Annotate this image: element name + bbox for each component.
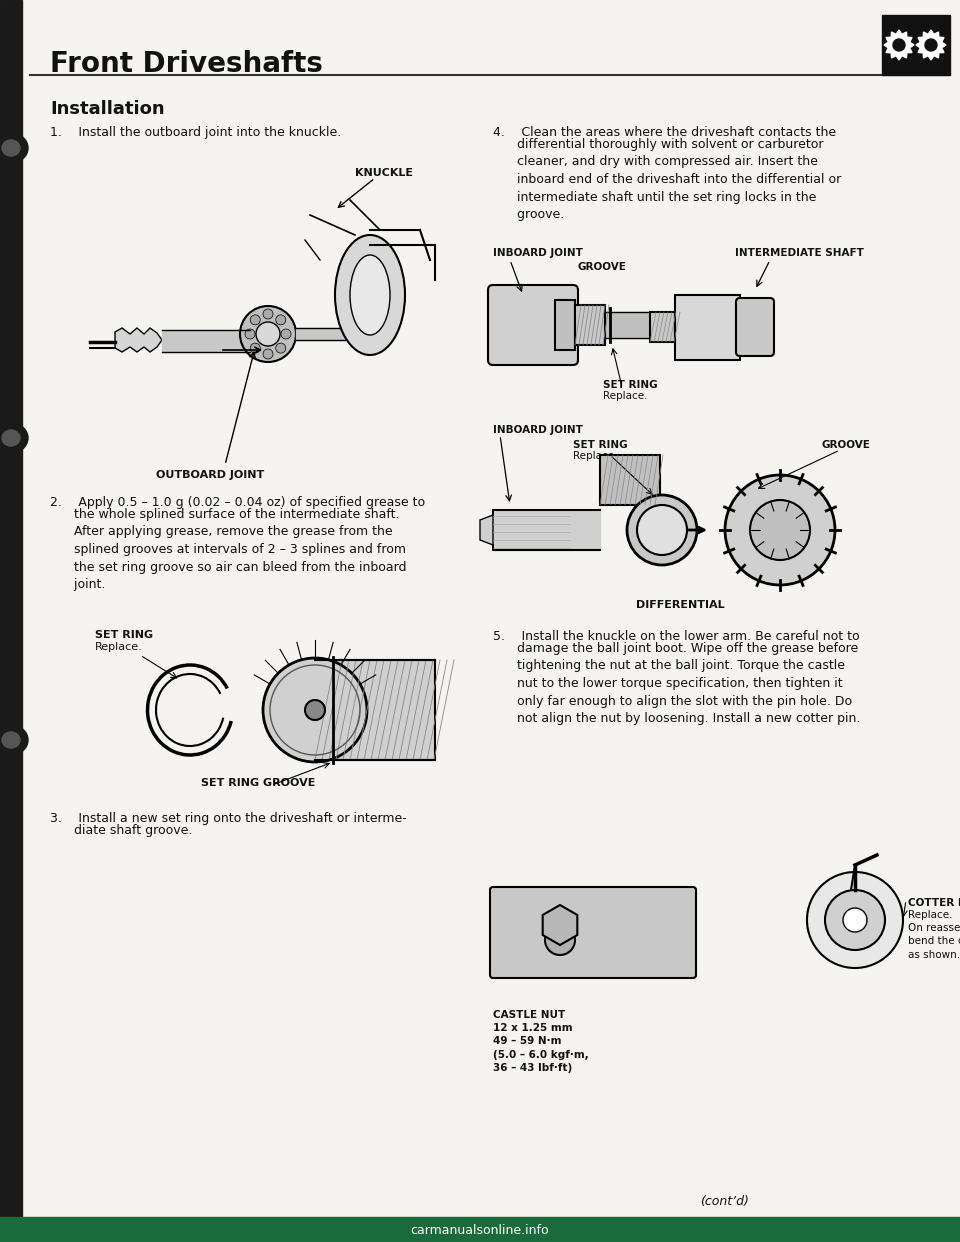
Text: Replace.: Replace. bbox=[95, 642, 143, 652]
Circle shape bbox=[251, 315, 260, 325]
Text: emanualpro.com: emanualpro.com bbox=[35, 1228, 123, 1238]
Text: 5.   Install the knuckle on the lower arm. Be careful not to: 5. Install the knuckle on the lower arm.… bbox=[493, 630, 859, 643]
Ellipse shape bbox=[2, 430, 20, 446]
Circle shape bbox=[256, 322, 280, 347]
Bar bbox=[0, 1217, 960, 1242]
Text: 4.   Clean the areas where the driveshaft contacts the: 4. Clean the areas where the driveshaft … bbox=[493, 125, 836, 139]
Circle shape bbox=[281, 329, 291, 339]
Text: differential thoroughly with solvent or carburetor
      cleaner, and dry with c: differential thoroughly with solvent or … bbox=[493, 138, 841, 221]
Ellipse shape bbox=[0, 424, 28, 453]
Text: 16-17: 16-17 bbox=[825, 1225, 940, 1242]
Polygon shape bbox=[542, 905, 577, 945]
Ellipse shape bbox=[0, 133, 28, 163]
Text: KNUCKLE: KNUCKLE bbox=[355, 168, 413, 178]
Circle shape bbox=[893, 39, 905, 51]
Text: damage the ball joint boot. Wipe off the grease before
      tightening the nut : damage the ball joint boot. Wipe off the… bbox=[493, 642, 860, 725]
Text: Replace.: Replace. bbox=[603, 391, 647, 401]
Text: carmanualsonline.info: carmanualsonline.info bbox=[411, 1223, 549, 1237]
Polygon shape bbox=[884, 30, 914, 60]
FancyBboxPatch shape bbox=[488, 284, 578, 365]
Text: GROOVE: GROOVE bbox=[578, 262, 627, 272]
Circle shape bbox=[240, 306, 296, 361]
Ellipse shape bbox=[350, 255, 390, 335]
Text: SET RING: SET RING bbox=[603, 380, 658, 390]
Text: GROOVE: GROOVE bbox=[821, 440, 870, 450]
Circle shape bbox=[627, 496, 697, 565]
Circle shape bbox=[263, 658, 367, 763]
Text: diate shaft groove.: diate shaft groove. bbox=[50, 823, 192, 837]
Text: COTTER PIN: COTTER PIN bbox=[908, 898, 960, 908]
Text: 1.   Install the outboard joint into the knuckle.: 1. Install the outboard joint into the k… bbox=[50, 125, 341, 139]
Text: INBOARD JOINT: INBOARD JOINT bbox=[493, 425, 583, 435]
Bar bbox=[675, 296, 740, 360]
Polygon shape bbox=[916, 30, 946, 60]
Circle shape bbox=[276, 343, 286, 353]
Polygon shape bbox=[480, 510, 493, 550]
Text: Replace.: Replace. bbox=[573, 451, 617, 461]
Circle shape bbox=[276, 315, 286, 325]
Polygon shape bbox=[115, 328, 162, 351]
Bar bbox=[0, 0, 22, 1242]
Ellipse shape bbox=[0, 725, 28, 755]
Bar bbox=[650, 312, 675, 342]
Circle shape bbox=[251, 343, 260, 353]
Circle shape bbox=[637, 505, 687, 555]
Text: Replace.
On reassembly,
bend the cotter pin
as shown.: Replace. On reassembly, bend the cotter … bbox=[908, 910, 960, 960]
Text: DIFFERENTIAL: DIFFERENTIAL bbox=[636, 600, 724, 610]
Circle shape bbox=[263, 349, 273, 359]
Text: 3.   Install a new set ring onto the driveshaft or interme-: 3. Install a new set ring onto the drive… bbox=[50, 812, 407, 825]
Circle shape bbox=[725, 474, 835, 585]
Text: Front Driveshafts: Front Driveshafts bbox=[50, 50, 323, 78]
Text: SET RING: SET RING bbox=[95, 630, 154, 640]
FancyBboxPatch shape bbox=[736, 298, 774, 356]
Ellipse shape bbox=[2, 140, 20, 156]
Circle shape bbox=[843, 908, 867, 932]
Bar bbox=[315, 660, 435, 760]
Circle shape bbox=[750, 501, 810, 560]
Ellipse shape bbox=[545, 925, 575, 955]
Text: (cont’d): (cont’d) bbox=[700, 1195, 749, 1208]
Circle shape bbox=[825, 891, 885, 950]
Circle shape bbox=[263, 309, 273, 319]
Circle shape bbox=[925, 39, 937, 51]
Bar bbox=[575, 306, 605, 345]
Text: OUTBOARD JOINT: OUTBOARD JOINT bbox=[156, 469, 264, 479]
Text: SET RING GROOVE: SET RING GROOVE bbox=[201, 777, 315, 787]
Ellipse shape bbox=[2, 732, 20, 748]
Text: Installation: Installation bbox=[50, 101, 164, 118]
Bar bbox=[555, 301, 575, 350]
Text: the whole splined surface of the intermediate shaft.
      After applying grease: the whole splined surface of the interme… bbox=[50, 508, 406, 591]
Circle shape bbox=[807, 872, 903, 968]
Circle shape bbox=[305, 700, 325, 720]
FancyBboxPatch shape bbox=[490, 887, 696, 977]
Text: CASTLE NUT
12 x 1.25 mm
49 – 59 N·m
(5.0 – 6.0 kgf·m,
36 – 43 lbf·ft): CASTLE NUT 12 x 1.25 mm 49 – 59 N·m (5.0… bbox=[493, 1010, 588, 1073]
Text: SET RING: SET RING bbox=[573, 440, 628, 450]
Circle shape bbox=[245, 329, 255, 339]
Bar bbox=[882, 15, 950, 75]
Bar bbox=[600, 455, 660, 505]
Text: 2.   Apply 0.5 – 1.0 g (0.02 – 0.04 oz) of specified grease to: 2. Apply 0.5 – 1.0 g (0.02 – 0.04 oz) of… bbox=[50, 496, 425, 509]
Text: INTERMEDIATE SHAFT: INTERMEDIATE SHAFT bbox=[735, 248, 864, 258]
Ellipse shape bbox=[335, 235, 405, 355]
Text: INBOARD JOINT: INBOARD JOINT bbox=[493, 248, 583, 258]
